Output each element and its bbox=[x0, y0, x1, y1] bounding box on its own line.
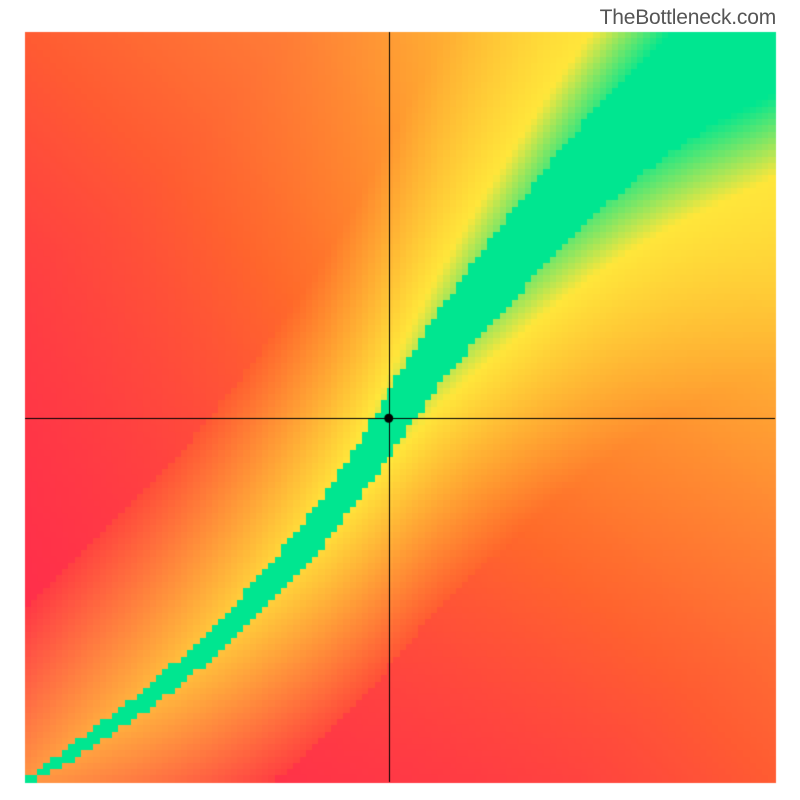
chart-container: TheBottleneck.com bbox=[0, 0, 800, 800]
watermark-text: TheBottleneck.com bbox=[600, 6, 776, 30]
heatmap-canvas bbox=[0, 0, 800, 800]
